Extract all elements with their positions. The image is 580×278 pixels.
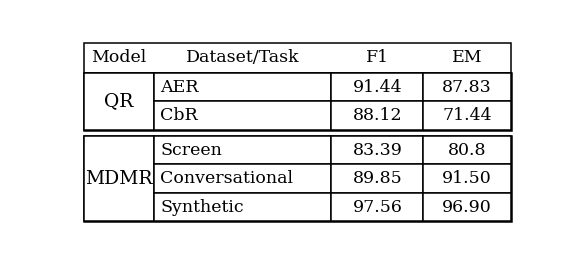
Text: MDMR: MDMR [85,170,153,188]
Text: 87.83: 87.83 [442,79,492,96]
Text: 83.39: 83.39 [353,142,403,159]
Bar [423,193,511,221]
Text: Dataset/Task: Dataset/Task [186,49,300,66]
Text: 91.50: 91.50 [442,170,492,187]
Text: 96.90: 96.90 [442,198,492,215]
Bar [423,136,511,164]
Bar [331,73,423,101]
Text: AER: AER [160,79,198,96]
Bar [84,43,511,73]
Bar [423,101,511,130]
Bar [84,136,511,221]
Text: 80.8: 80.8 [448,142,486,159]
Text: 97.56: 97.56 [353,198,403,215]
Bar [331,164,423,193]
Bar [84,73,511,130]
Text: Synthetic: Synthetic [160,198,244,215]
Text: 91.44: 91.44 [353,79,402,96]
Text: Conversational: Conversational [160,170,293,187]
Text: EM: EM [452,49,483,66]
Bar [423,164,511,193]
Text: 89.85: 89.85 [353,170,402,187]
Bar [331,193,423,221]
Bar [84,136,154,221]
Text: Model: Model [91,49,147,66]
Text: F1: F1 [366,49,389,66]
Bar [154,193,331,221]
Text: 71.44: 71.44 [442,107,492,124]
Bar [423,73,511,101]
Bar [331,136,423,164]
Bar [154,73,331,101]
Text: 88.12: 88.12 [353,107,402,124]
Bar [84,73,154,130]
Text: QR: QR [104,92,133,110]
Text: CbR: CbR [160,107,198,124]
Bar [331,101,423,130]
Bar [154,136,331,164]
Bar [154,164,331,193]
Text: Screen: Screen [160,142,222,159]
Bar [154,101,331,130]
